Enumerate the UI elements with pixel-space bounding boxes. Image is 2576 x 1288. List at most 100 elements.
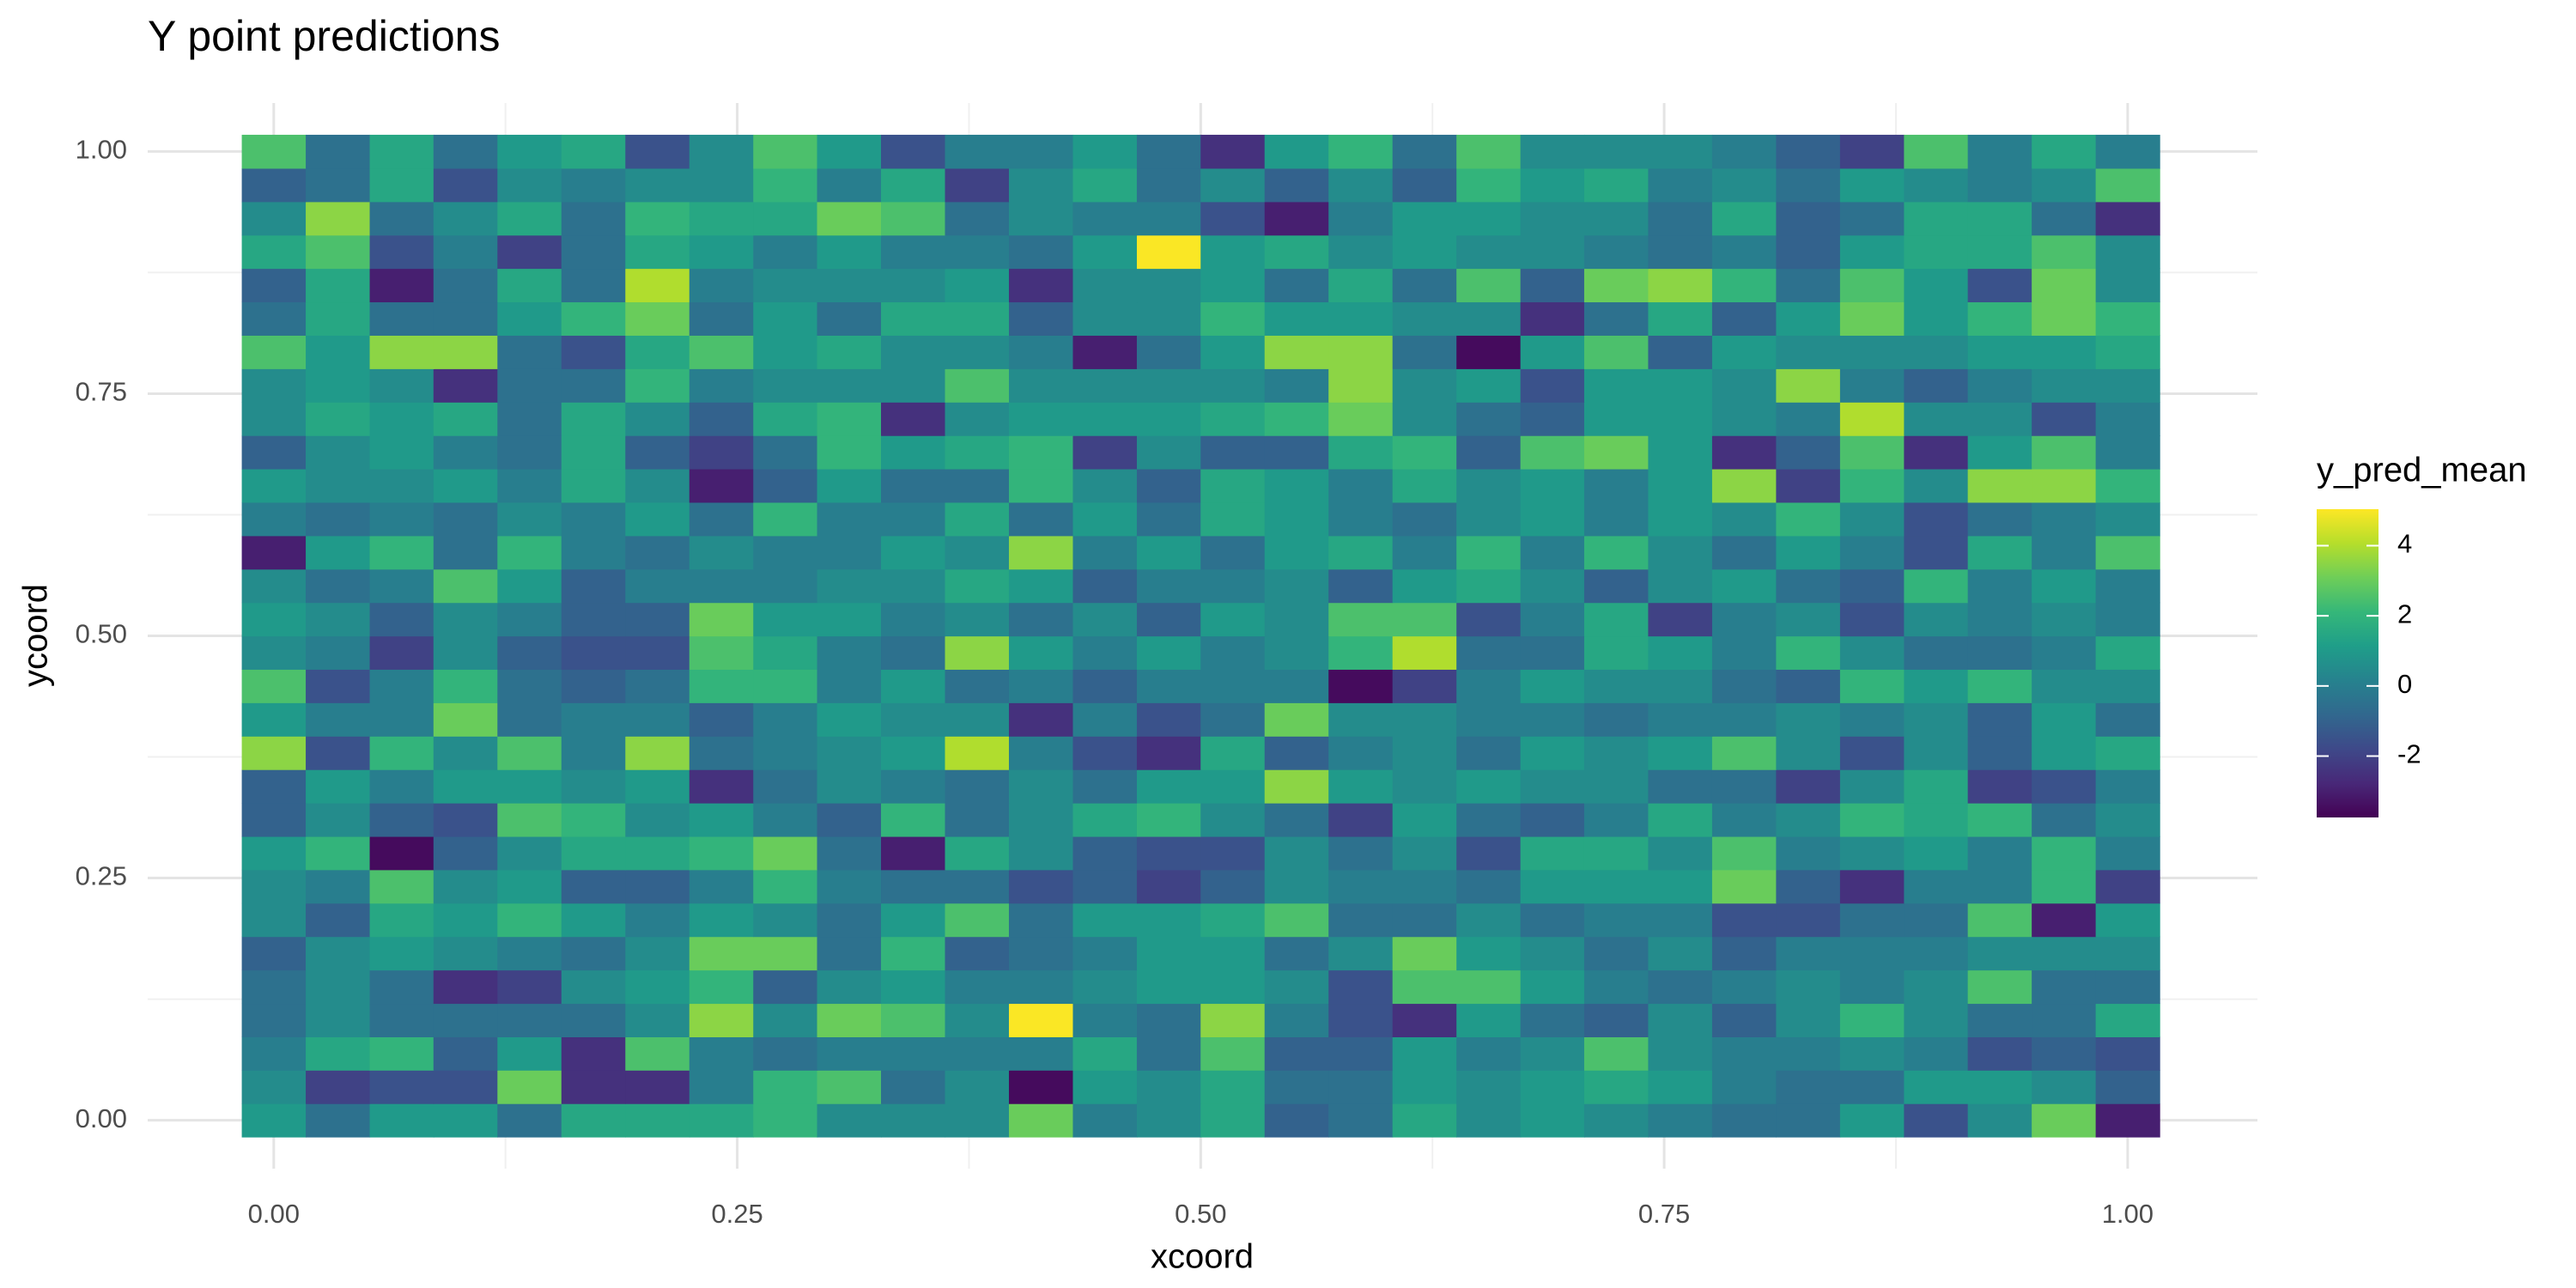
heat-cell bbox=[753, 602, 818, 637]
heat-cell bbox=[433, 969, 498, 1005]
heat-cell bbox=[1839, 301, 1905, 336]
heat-cell bbox=[433, 803, 498, 837]
heat-cell bbox=[1264, 1003, 1329, 1037]
legend-title: y_pred_mean bbox=[2317, 452, 2527, 489]
heat-cell bbox=[1776, 134, 1841, 169]
heat-cell bbox=[1776, 769, 1841, 804]
heat-cell bbox=[1648, 234, 1713, 270]
heat-cell bbox=[1008, 902, 1074, 938]
heat-cell bbox=[497, 167, 562, 203]
heat-cell bbox=[2032, 902, 2097, 938]
heat-cell bbox=[561, 335, 626, 369]
heat-cell bbox=[1136, 368, 1202, 403]
heat-cell bbox=[433, 234, 498, 270]
heat-cell bbox=[497, 501, 562, 537]
heat-cell bbox=[753, 268, 818, 303]
heat-cell bbox=[1583, 201, 1649, 236]
heat-cell bbox=[2095, 969, 2160, 1005]
y-tick-label: 0.50 bbox=[76, 619, 127, 649]
heat-cell bbox=[1456, 501, 1522, 537]
heat-cell bbox=[1200, 803, 1266, 837]
heat-cell bbox=[306, 902, 371, 938]
heat-cell bbox=[2095, 501, 2160, 537]
heat-cell bbox=[1711, 402, 1777, 436]
heat-cell bbox=[1583, 635, 1649, 670]
heat-cell bbox=[1648, 1036, 1713, 1071]
heat-cell bbox=[1200, 702, 1266, 737]
heat-cell bbox=[689, 134, 754, 169]
heat-cell bbox=[306, 335, 371, 369]
heat-cell bbox=[1520, 234, 1585, 270]
heat-cell bbox=[1583, 301, 1649, 336]
heat-cell bbox=[1583, 835, 1649, 871]
heat-cell bbox=[1711, 769, 1777, 804]
heat-cell bbox=[1136, 234, 1202, 270]
heat-cell bbox=[945, 468, 1010, 503]
heat-cell bbox=[1200, 167, 1266, 203]
heat-cell bbox=[1904, 501, 1969, 537]
heat-cell bbox=[369, 936, 434, 971]
heat-cell bbox=[433, 902, 498, 938]
heat-cell bbox=[306, 702, 371, 737]
heat-cell bbox=[1520, 803, 1585, 837]
heat-cell bbox=[1456, 368, 1522, 403]
heat-cell bbox=[1008, 234, 1074, 270]
heat-cell bbox=[433, 368, 498, 403]
heat-cell bbox=[1264, 869, 1329, 904]
heat-cell bbox=[1967, 468, 2032, 503]
heat-cell bbox=[1583, 1003, 1649, 1037]
heat-cell bbox=[1392, 835, 1457, 871]
heat-cell bbox=[1776, 468, 1841, 503]
heat-cell bbox=[1839, 835, 1905, 871]
heat-cell bbox=[1136, 268, 1202, 303]
heat-cell bbox=[1008, 936, 1074, 971]
heat-cell bbox=[1328, 268, 1394, 303]
heat-cell bbox=[1648, 368, 1713, 403]
heat-cell bbox=[1392, 869, 1457, 904]
heat-cell bbox=[241, 602, 307, 637]
heat-cell bbox=[1583, 468, 1649, 503]
heat-cell bbox=[1136, 134, 1202, 169]
heat-cell bbox=[689, 468, 754, 503]
heat-cell bbox=[817, 402, 882, 436]
heat-cell bbox=[625, 702, 690, 737]
heat-cell bbox=[1711, 568, 1777, 604]
heat-cell bbox=[817, 134, 882, 169]
heat-cell bbox=[2032, 803, 2097, 837]
heat-cell bbox=[1648, 535, 1713, 570]
heat-cell bbox=[689, 435, 754, 470]
heat-cell bbox=[1392, 1036, 1457, 1071]
heat-cell bbox=[1904, 535, 1969, 570]
heat-cell bbox=[1776, 368, 1841, 403]
heat-cell bbox=[1648, 468, 1713, 503]
heat-cell bbox=[1456, 669, 1522, 703]
heat-cell bbox=[1392, 736, 1457, 770]
heat-cell bbox=[433, 602, 498, 637]
heat-cell bbox=[2032, 134, 2097, 169]
heat-cell bbox=[369, 234, 434, 270]
heat-cell bbox=[2032, 869, 2097, 904]
heat-cell bbox=[1072, 201, 1138, 236]
heat-cell bbox=[1776, 402, 1841, 436]
heat-cell bbox=[945, 669, 1010, 703]
heat-cell bbox=[1776, 936, 1841, 971]
heat-cell bbox=[1776, 702, 1841, 737]
heat-cell bbox=[1776, 1003, 1841, 1037]
heat-cell bbox=[1904, 167, 1969, 203]
heat-cell bbox=[561, 167, 626, 203]
heat-cell bbox=[1264, 769, 1329, 804]
heat-cell bbox=[306, 1103, 371, 1138]
heat-cell bbox=[2095, 736, 2160, 770]
heat-cell bbox=[561, 234, 626, 270]
colorbar-label: 0 bbox=[2397, 669, 2412, 699]
heat-cell bbox=[1520, 268, 1585, 303]
heat-cell bbox=[1967, 1003, 2032, 1037]
heat-cell bbox=[369, 769, 434, 804]
heat-cell bbox=[1776, 902, 1841, 938]
heat-cell bbox=[306, 268, 371, 303]
heat-cell bbox=[753, 134, 818, 169]
heat-cell bbox=[1008, 501, 1074, 537]
heat-cell bbox=[306, 835, 371, 871]
heat-cell bbox=[1072, 869, 1138, 904]
